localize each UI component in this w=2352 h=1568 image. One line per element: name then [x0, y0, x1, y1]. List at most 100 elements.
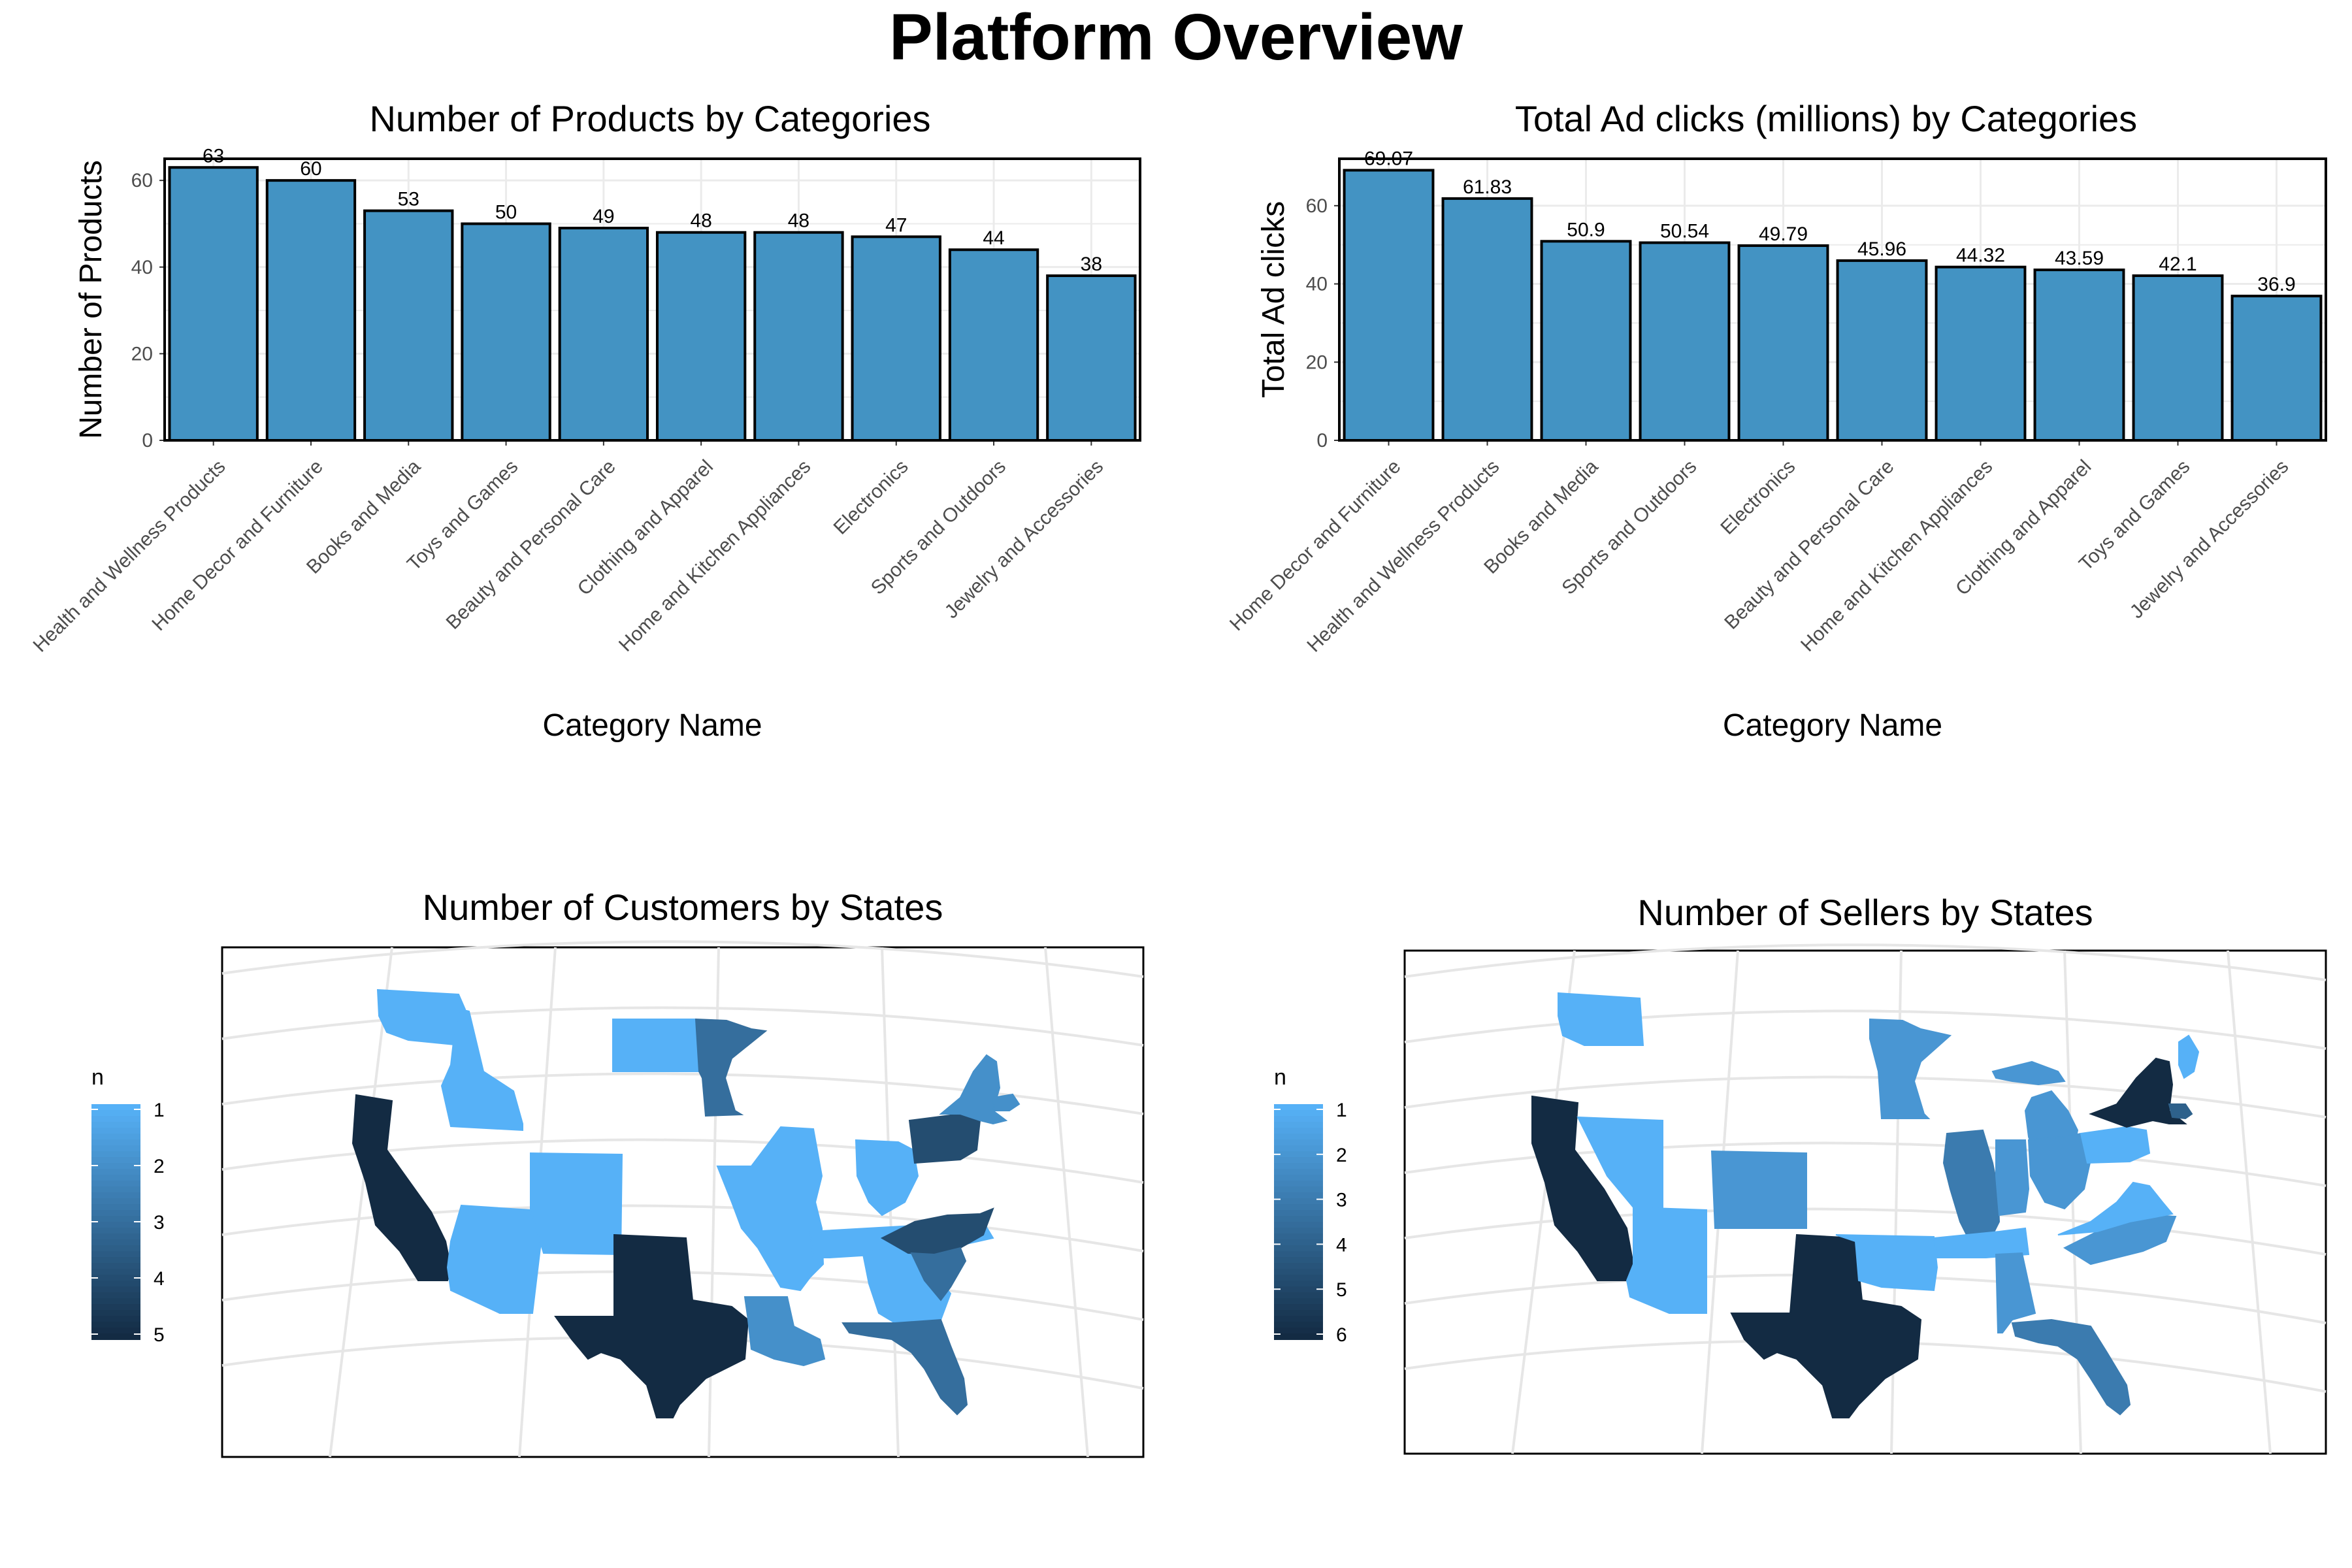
customers-map-title: Number of Customers by States: [422, 887, 943, 928]
y-tick-label: 60: [1306, 195, 1328, 217]
bar-value-label: 48: [690, 210, 711, 232]
legend-color-step: [91, 1222, 140, 1228]
legend-color-step: [1274, 1186, 1323, 1193]
legend-color-step: [91, 1151, 140, 1158]
bar-value-label: 50: [495, 201, 517, 223]
state-new-york: [2089, 1057, 2187, 1128]
page-title: Platform Overview: [889, 1, 1463, 74]
legend-color-step: [91, 1322, 140, 1328]
x-axis-title: Category Name: [542, 708, 762, 743]
x-tick-label: Health and Wellness Products: [29, 456, 229, 657]
legend-color-step: [1274, 1145, 1323, 1152]
state-colorado: [530, 1152, 623, 1256]
state-massachusetts: [2168, 1103, 2193, 1120]
state-florida: [2011, 1318, 2131, 1416]
legend-color-step: [91, 1304, 140, 1311]
bar: [655, 231, 747, 442]
legend-color-step: [91, 1281, 140, 1287]
legend-color-step: [1274, 1134, 1323, 1140]
bar: [948, 248, 1039, 442]
bar-value-label: 45.96: [1857, 238, 1906, 260]
state-ohio: [2027, 1132, 2092, 1210]
legend-color-step: [91, 1157, 140, 1164]
legend-color-step: [1274, 1157, 1323, 1164]
legend-color-step: [1274, 1316, 1323, 1322]
legend-color-step: [1274, 1198, 1323, 1205]
legend-color-step: [91, 1251, 140, 1258]
x-tick-label: Beauty and Personal Care: [1720, 456, 1898, 634]
bar: [363, 209, 454, 442]
bar-value-label: 43.59: [2055, 248, 2104, 269]
bar-value-label: 36.9: [2257, 274, 2295, 295]
legend-color-step: [1274, 1192, 1323, 1199]
bar: [265, 179, 357, 442]
legend-color-step: [91, 1116, 140, 1122]
state-washington: [376, 988, 466, 1047]
legend-color-step: [1274, 1310, 1323, 1316]
x-tick-label: Home Decor and Furniture: [1226, 456, 1405, 635]
y-tick-label: 0: [1316, 430, 1328, 451]
legend-tick-label: 4: [154, 1268, 165, 1290]
state-south-carolina: [910, 1247, 967, 1301]
legend-color-step: [1274, 1292, 1323, 1299]
legend-color-step: [91, 1275, 140, 1281]
x-tick-label: Home and Kitchen Appliances: [615, 456, 815, 656]
legend-color-step: [91, 1328, 140, 1334]
bar: [2132, 274, 2224, 442]
legend-title: n: [91, 1065, 104, 1090]
state-texas: [1730, 1233, 1922, 1418]
legend-color-step: [91, 1192, 140, 1199]
bar-value-label: 44.32: [1956, 245, 2005, 267]
state-alabama: [1995, 1252, 2036, 1333]
legend-color-step: [91, 1257, 140, 1264]
state-arizona: [1625, 1206, 1707, 1314]
legend-color-step: [91, 1163, 140, 1169]
legend-tick-label: 5: [1336, 1279, 1347, 1301]
legend-color-step: [91, 1110, 140, 1117]
legend-color-step: [91, 1139, 140, 1146]
legend-color-step: [91, 1128, 140, 1134]
legend-tick-label: 6: [1336, 1324, 1347, 1346]
legend-color-step: [91, 1333, 140, 1340]
legend-color-step: [91, 1239, 140, 1246]
legend-title: n: [1274, 1065, 1286, 1090]
bar-value-label: 49.79: [1759, 223, 1808, 245]
x-tick-label: Home and Kitchen Appliances: [1797, 456, 1997, 656]
bar: [753, 231, 844, 442]
x-tick-label: Electronics: [830, 456, 913, 539]
bar: [1935, 265, 2027, 442]
bar: [1639, 241, 1731, 442]
legend-color-step: [91, 1269, 140, 1275]
legend-color-step: [91, 1263, 140, 1269]
state-virginia: [2057, 1181, 2174, 1235]
sellers-map-title: Number of Sellers by States: [1637, 892, 2093, 933]
customers-legend: n 1 2 3 4 5: [91, 1065, 165, 1346]
bar: [1441, 197, 1533, 442]
state-ohio: [855, 1139, 919, 1217]
products-chart-title: Number of Products by Categories: [369, 98, 931, 139]
legend-color-step: [91, 1286, 140, 1293]
legend-color-step: [91, 1145, 140, 1152]
legend-tick-label: 4: [1336, 1234, 1347, 1256]
state-idaho: [440, 1008, 523, 1132]
bar: [2033, 269, 2125, 442]
x-tick-label: Beauty and Personal Care: [442, 456, 620, 634]
legend-color-step: [91, 1104, 140, 1111]
y-tick-label: 40: [1306, 274, 1328, 295]
legend-color-step: [1274, 1228, 1323, 1234]
legend-color-step: [1274, 1333, 1323, 1340]
sellers-map: n 1 2 3 4 5 6: [1274, 943, 2327, 1455]
bar: [1540, 240, 1632, 442]
legend-color-step: [1274, 1251, 1323, 1258]
legend-color-step: [91, 1316, 140, 1322]
legend-color-step: [1274, 1245, 1323, 1252]
sellers-legend: n 1 2 3 4 5 6: [1274, 1065, 1347, 1346]
y-tick-label: 20: [131, 343, 153, 365]
legend-color-step: [1274, 1181, 1323, 1187]
legend-color-step: [1274, 1298, 1323, 1305]
legend-color-step: [1274, 1328, 1323, 1334]
state-maine: [2178, 1034, 2200, 1079]
legend-color-step: [91, 1175, 140, 1181]
legend-color-step: [91, 1134, 140, 1140]
